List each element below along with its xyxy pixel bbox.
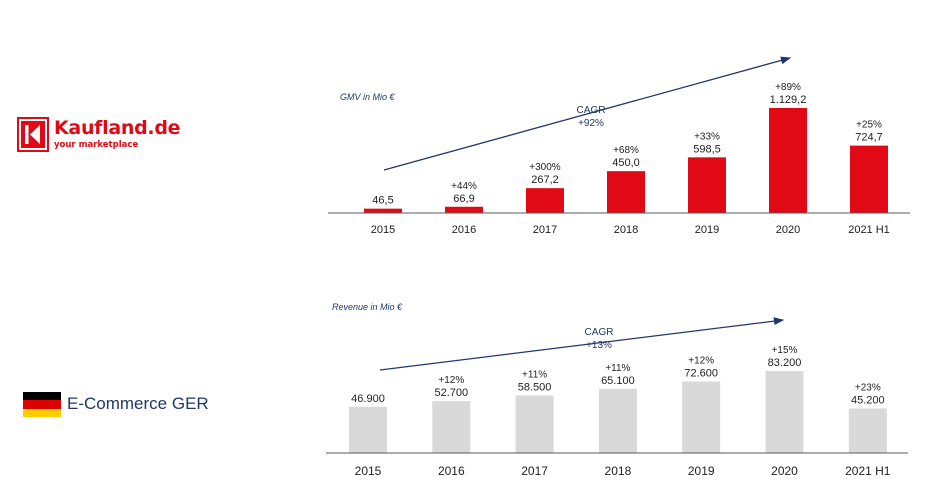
gmv-bar	[364, 208, 402, 213]
revenue-bar	[682, 381, 721, 453]
revenue-cagr-label: CAGR	[585, 327, 614, 338]
revenue-value-label: 65.100	[601, 375, 635, 387]
revenue-tick-label: 2017	[521, 464, 548, 478]
revenue-bar	[515, 395, 554, 453]
revenue-tick-label: 2018	[605, 464, 632, 478]
gmv-growth-label: +300%	[529, 162, 561, 173]
gmv-bar	[445, 206, 483, 213]
revenue-tick-label: 2019	[688, 464, 715, 478]
gmv-cagr-value: +92%	[578, 118, 604, 129]
revenue-value-label: 72.600	[684, 367, 718, 379]
market-label: E-Commerce GER	[67, 394, 209, 413]
revenue-value-label: 58.500	[518, 381, 552, 393]
gmv-growth-label: +33%	[694, 131, 720, 142]
gmv-tick-label: 2021 H1	[848, 224, 890, 236]
revenue-value-label: 46.900	[351, 393, 385, 405]
revenue-growth-label: +15%	[772, 345, 798, 356]
flag-stripe-gold	[23, 408, 61, 417]
gmv-cagr-label: CAGR	[577, 105, 606, 116]
gmv-bar	[850, 145, 888, 213]
flag-stripe-red	[23, 400, 61, 409]
revenue-cagr-arrow	[379, 317, 785, 371]
revenue-value-label: 52.700	[434, 387, 468, 399]
revenue-cagr-value: +13%	[586, 340, 612, 351]
gmv-tick-label: 2019	[695, 224, 719, 236]
revenue-bar	[598, 388, 637, 453]
revenue-chart-title: Revenue in Mio €	[332, 302, 403, 312]
gmv-tick-label: 2017	[533, 224, 557, 236]
revenue-bar	[848, 408, 887, 453]
gmv-cagr-arrow	[383, 56, 792, 171]
gmv-tick-label: 2015	[371, 224, 395, 236]
revenue-tick-label: 2020	[771, 464, 798, 478]
revenue-bar	[349, 406, 387, 453]
flag-stripe-black	[23, 392, 61, 401]
revenue-bar	[765, 371, 804, 453]
gmv-bar	[688, 157, 726, 213]
brand-tagline: your marketplace	[54, 140, 139, 150]
revenue-growth-label: +12%	[688, 355, 714, 366]
gmv-value-label: 267,2	[531, 174, 559, 186]
kaufland-logo-icon	[17, 117, 49, 152]
brand-name: Kaufland.de	[54, 117, 181, 139]
gmv-tick-label: 2018	[614, 224, 638, 236]
gmv-chart-title: GMV in Mio €	[340, 92, 396, 102]
gmv-growth-label: +68%	[613, 145, 639, 156]
revenue-growth-label: +12%	[438, 375, 464, 386]
gmv-tick-label: 2016	[452, 224, 476, 236]
gmv-value-label: 46,5	[372, 195, 393, 207]
gmv-bar	[607, 171, 645, 213]
revenue-bar	[432, 401, 471, 453]
gmv-bar	[769, 108, 807, 213]
gmv-growth-label: +44%	[451, 181, 477, 192]
gmv-value-label: 450,0	[612, 157, 640, 169]
gmv-value-label: 1.129,2	[770, 94, 807, 106]
germany-flag-icon	[23, 392, 61, 417]
gmv-value-label: 724,7	[855, 132, 883, 144]
revenue-value-label: 83.200	[768, 357, 802, 369]
revenue-tick-label: 2016	[438, 464, 465, 478]
gmv-growth-label: +89%	[775, 82, 801, 93]
revenue-growth-label: +11%	[522, 369, 547, 380]
revenue-growth-label: +11%	[605, 363, 630, 374]
revenue-value-label: 45.200	[851, 394, 885, 406]
gmv-value-label: 598,5	[693, 143, 721, 155]
gmv-bar	[526, 188, 564, 213]
revenue-tick-label: 2021 H1	[845, 464, 891, 478]
revenue-growth-label: +23%	[855, 382, 881, 393]
revenue-tick-label: 2015	[355, 464, 382, 478]
gmv-tick-label: 2020	[776, 224, 800, 236]
gmv-value-label: 66,9	[453, 193, 474, 205]
gmv-growth-label: +25%	[856, 120, 882, 131]
